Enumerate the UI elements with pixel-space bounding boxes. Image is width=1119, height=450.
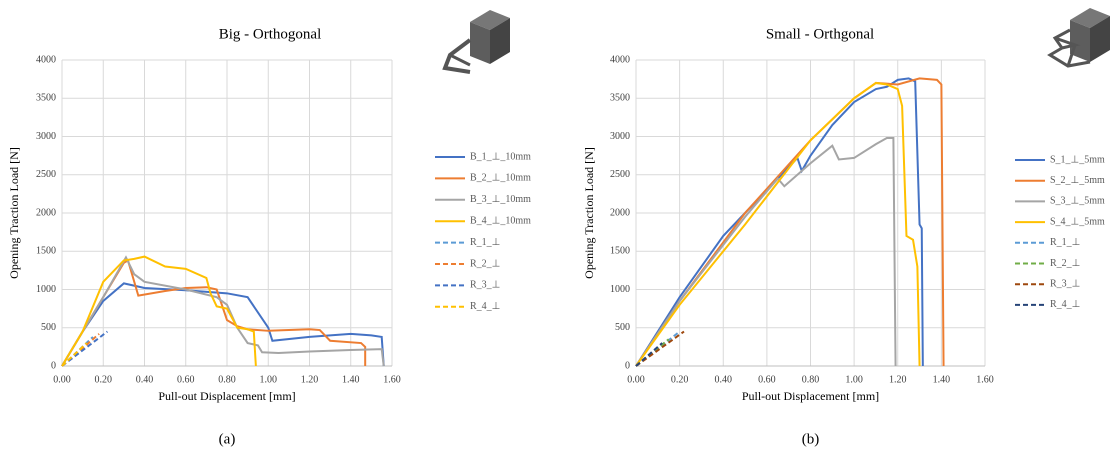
legend-label: S_4_⊥_5mm (1050, 216, 1105, 227)
y-tick-label: 4000 (610, 54, 630, 65)
y-tick-label: 500 (41, 322, 56, 333)
y-tick-label: 500 (615, 322, 630, 333)
x-tick-label: 1.40 (933, 374, 951, 385)
legend-label: R_3_⊥ (1050, 278, 1080, 289)
y-tick-label: 2000 (36, 207, 56, 218)
y-tick-label: 2000 (610, 207, 630, 218)
legend-label: R_1_⊥ (470, 237, 500, 248)
y-tick-label: 3500 (36, 93, 56, 104)
legend-label: R_1_⊥ (1050, 237, 1080, 248)
legend-label: R_2_⊥ (470, 258, 500, 269)
x-tick-label: 0.80 (218, 374, 236, 385)
figure: 0 500 1000 1500 2000 2500 3000 3500 4000 0.00 0.20… (0, 0, 1119, 450)
x-tick-label: 0.40 (136, 374, 154, 385)
legend-label: R_2_⊥ (1050, 258, 1080, 269)
x-tick-label: 1.60 (976, 374, 994, 385)
series-line (62, 283, 384, 366)
legend-label: S_2_⊥_5mm (1050, 175, 1105, 186)
y-tick-label: 2500 (36, 169, 56, 180)
chart-title: Big - Orthogonal (219, 26, 322, 42)
y-tick-label: 2500 (610, 169, 630, 180)
x-tick-label: 0.80 (802, 374, 820, 385)
x-tick-label: 0.20 (95, 374, 113, 385)
x-tick-label: 0.60 (758, 374, 776, 385)
caption: (b) (802, 431, 820, 447)
legend-label: R_4_⊥ (470, 301, 500, 312)
x-tick-label: 0.40 (715, 374, 733, 385)
series-line (636, 83, 920, 366)
x-tick-label: 0.20 (671, 374, 689, 385)
legend-label: B_4_⊥_10mm (470, 215, 531, 226)
y-tick-label: 1500 (36, 246, 56, 257)
y-axis-label: Opening Traction Load [N] (7, 147, 21, 279)
legend-label: B_2_⊥_10mm (470, 173, 531, 184)
y-tick-label: 1000 (610, 284, 630, 295)
x-axis-label: Pull-out Displacement [mm] (742, 389, 879, 403)
y-tick-label: 3000 (610, 131, 630, 142)
x-tick-label: 1.00 (260, 374, 278, 385)
y-tick-label: 0 (51, 360, 56, 371)
y-tick-label: 1000 (36, 284, 56, 295)
y-tick-label: 0 (625, 360, 630, 371)
chart-title: Small - Orthgonal (766, 26, 874, 42)
y-tick-label: 4000 (36, 54, 56, 65)
x-tick-label: 1.00 (845, 374, 863, 385)
y-axis-label: Opening Traction Load [N] (582, 147, 596, 279)
x-tick-label: 1.20 (889, 374, 907, 385)
x-tick-label: 0.60 (177, 374, 195, 385)
y-tick-label: 3500 (610, 93, 630, 104)
x-axis-label: Pull-out Displacement [mm] (158, 389, 295, 403)
series-line (636, 138, 896, 366)
series-line (636, 78, 923, 366)
x-tick-label: 1.40 (342, 374, 360, 385)
legend-label: S_1_⊥_5mm (1050, 154, 1105, 165)
legend-label: B_3_⊥_10mm (470, 194, 531, 205)
icon-big (445, 10, 510, 72)
legend-label: R_4_⊥ (1050, 299, 1080, 310)
legend-label: S_3_⊥_5mm (1050, 196, 1105, 207)
x-tick-label: 0.00 (53, 374, 71, 385)
x-tick-label: 1.60 (383, 374, 401, 385)
y-tick-label: 1500 (610, 246, 630, 257)
x-tick-label: 1.20 (301, 374, 319, 385)
y-tick-label: 3000 (36, 131, 56, 142)
legend-label: R_3_⊥ (470, 280, 500, 291)
legend-label: B_1_⊥_10mm (470, 151, 531, 162)
x-tick-label: 0.00 (627, 374, 645, 385)
icon-small (1050, 8, 1110, 66)
caption: (a) (219, 431, 236, 447)
